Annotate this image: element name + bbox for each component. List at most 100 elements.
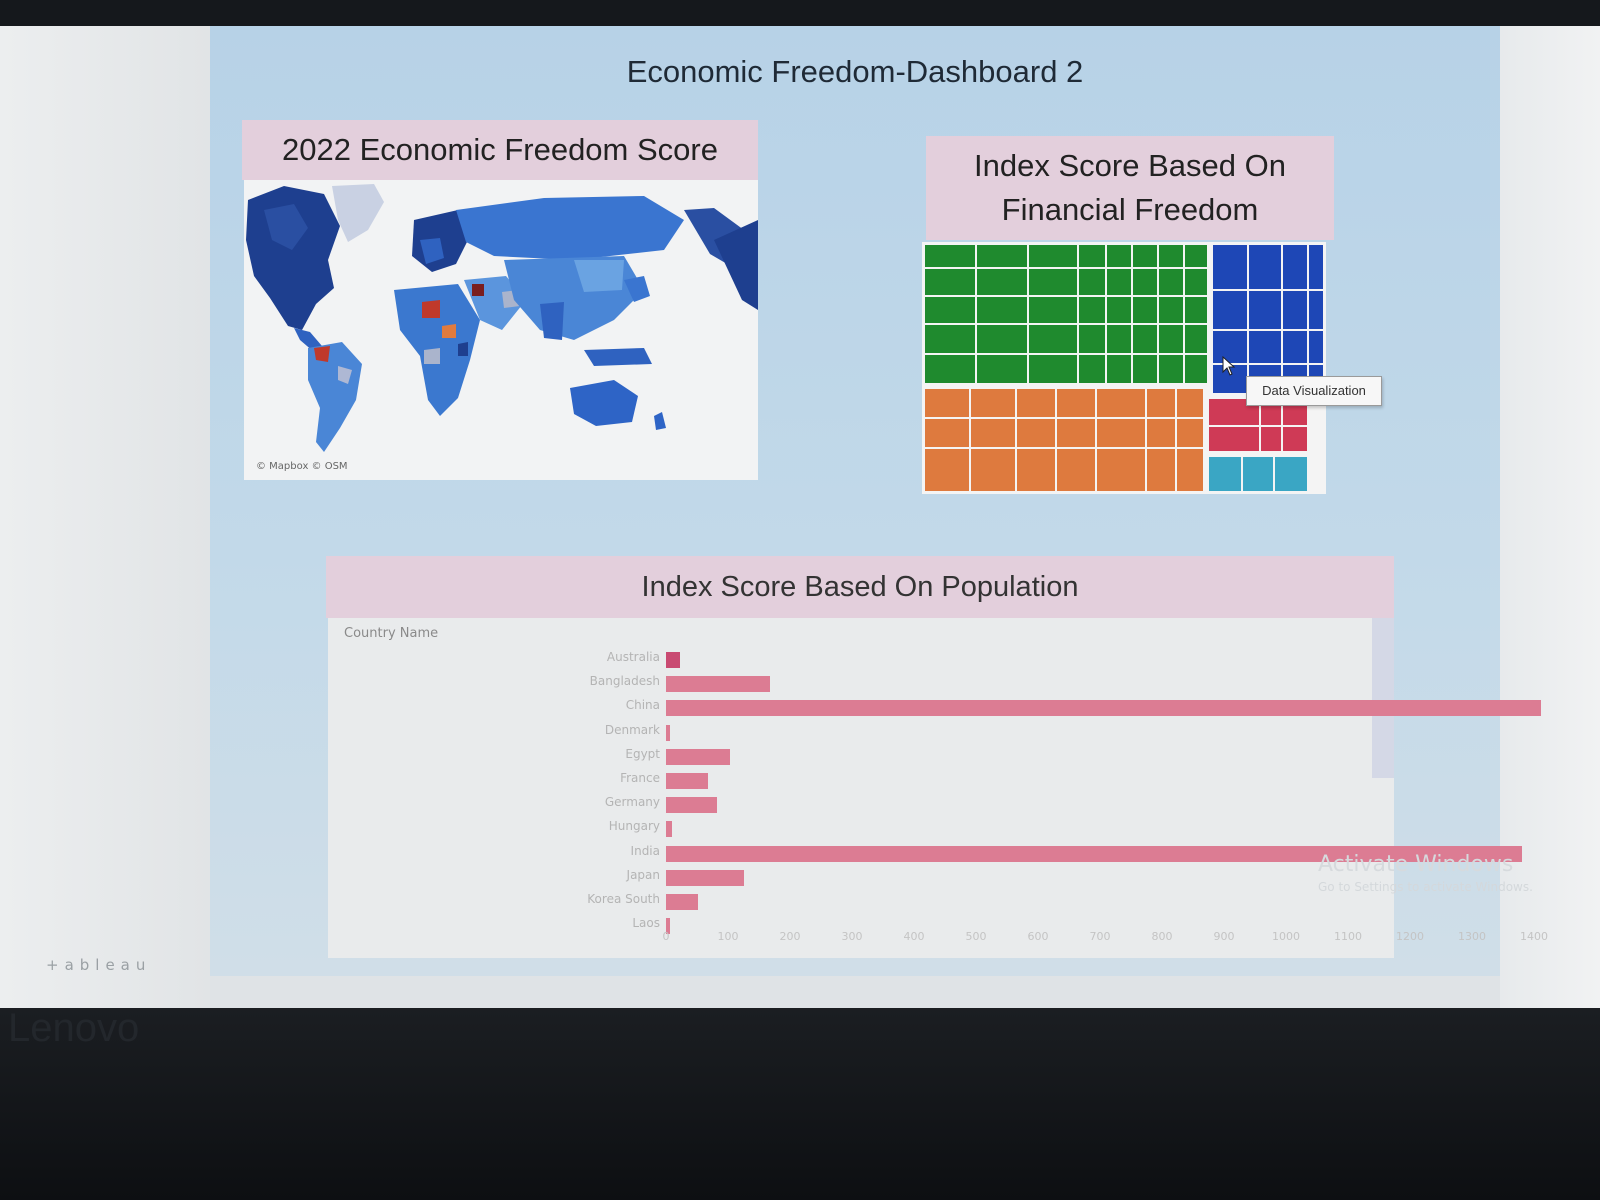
treemap-cell-green[interactable] — [1027, 295, 1079, 325]
treemap-cell-orange[interactable] — [1055, 417, 1097, 449]
treemap-tooltip: Data Visualization — [1246, 376, 1382, 406]
treemap-cell-blue[interactable] — [1281, 329, 1309, 365]
map-credit: © Mapbox © OSM — [256, 461, 348, 472]
treemap-cell-green[interactable] — [1131, 323, 1159, 355]
treemap-cell-green[interactable] — [1027, 323, 1079, 355]
treemap-cell-green[interactable] — [1183, 295, 1209, 325]
treemap-cell-orange[interactable] — [969, 447, 1017, 493]
treemap-cell-orange[interactable] — [1015, 417, 1057, 449]
treemap-cell-green[interactable] — [1077, 243, 1107, 269]
x-axis-tick-label: 100 — [717, 930, 739, 943]
treemap-cell-red[interactable] — [1207, 425, 1261, 453]
treemap-cell-orange[interactable] — [1095, 417, 1147, 449]
treemap-cell-blue[interactable] — [1211, 243, 1249, 291]
treemap-cell-green[interactable] — [1105, 243, 1133, 269]
treemap-cell-red[interactable] — [1281, 425, 1309, 453]
treemap-cell-green[interactable] — [975, 243, 1029, 269]
treemap-cell-green[interactable] — [1157, 295, 1185, 325]
treemap-cell-green[interactable] — [1027, 243, 1079, 269]
population-bar[interactable] — [666, 773, 709, 789]
treemap-cell-teal[interactable] — [1273, 455, 1309, 493]
treemap-cell-green[interactable] — [975, 323, 1029, 355]
treemap-cell-green[interactable] — [1131, 353, 1159, 385]
treemap-cell-orange[interactable] — [1055, 447, 1097, 493]
treemap-cell-blue[interactable] — [1247, 329, 1283, 365]
treemap-cell-blue[interactable] — [1281, 243, 1309, 291]
treemap-cell-green[interactable] — [975, 267, 1029, 297]
treemap-cell-orange[interactable] — [1175, 387, 1205, 419]
treemap-cell-orange[interactable] — [1145, 387, 1177, 419]
treemap-cell-orange[interactable] — [1055, 387, 1097, 419]
treemap-cell-green[interactable] — [1131, 243, 1159, 269]
world-map-svg — [244, 180, 758, 480]
treemap-cell-orange[interactable] — [923, 447, 971, 493]
treemap-cell-orange[interactable] — [1095, 447, 1147, 493]
treemap-cell-blue[interactable] — [1307, 289, 1325, 331]
laptop-bottom-bezel — [0, 1008, 1600, 1200]
treemap-cell-blue[interactable] — [1307, 329, 1325, 365]
monitor-top-bezel — [0, 0, 1600, 26]
treemap-cell-blue[interactable] — [1247, 289, 1283, 331]
population-bar-chart[interactable]: Country Name Australia Bangladesh China Den… — [328, 618, 1548, 958]
treemap-cell-green[interactable] — [1077, 353, 1107, 385]
treemap-cell-blue[interactable] — [1211, 289, 1249, 331]
treemap-cell-green[interactable] — [1105, 353, 1133, 385]
treemap-cell-green[interactable] — [1157, 353, 1185, 385]
treemap-cell-orange[interactable] — [969, 387, 1017, 419]
treemap-cell-blue[interactable] — [1307, 243, 1325, 291]
treemap-cell-blue[interactable] — [1281, 289, 1309, 331]
population-bar[interactable] — [666, 748, 731, 765]
population-bar[interactable] — [666, 869, 745, 886]
treemap-cell-green[interactable] — [1077, 323, 1107, 355]
treemap-cell-green[interactable] — [1157, 267, 1185, 297]
treemap-cell-orange[interactable] — [1175, 417, 1205, 449]
treemap-cell-green[interactable] — [1183, 243, 1209, 269]
population-bar[interactable] — [666, 652, 681, 668]
treemap-cell-orange[interactable] — [1015, 387, 1057, 419]
treemap-cell-orange[interactable] — [1145, 417, 1177, 449]
treemap-cell-green[interactable] — [1157, 323, 1185, 355]
treemap-cell-green[interactable] — [923, 353, 977, 385]
treemap-cell-green[interactable] — [1027, 267, 1079, 297]
treemap-cell-green[interactable] — [923, 243, 977, 269]
treemap-cell-green[interactable] — [1131, 267, 1159, 297]
population-bar[interactable] — [666, 845, 1522, 862]
treemap-cell-red[interactable] — [1259, 425, 1283, 453]
treemap-cell-green[interactable] — [923, 323, 977, 355]
treemap-cell-orange[interactable] — [1145, 447, 1177, 493]
treemap-cell-green[interactable] — [1157, 243, 1185, 269]
population-bar[interactable] — [666, 821, 673, 838]
financial-freedom-treemap[interactable] — [922, 242, 1326, 494]
treemap-cell-green[interactable] — [1105, 295, 1133, 325]
population-bar[interactable] — [666, 797, 718, 814]
treemap-cell-blue[interactable] — [1247, 243, 1283, 291]
treemap-cell-green[interactable] — [923, 267, 977, 297]
population-bar[interactable] — [666, 700, 1542, 717]
treemap-cell-green[interactable] — [923, 295, 977, 325]
treemap-cell-teal[interactable] — [1207, 455, 1243, 493]
treemap-cell-green[interactable] — [1027, 353, 1079, 385]
treemap-cell-orange[interactable] — [923, 387, 971, 419]
treemap-cell-orange[interactable] — [1015, 447, 1057, 493]
treemap-cell-orange[interactable] — [969, 417, 1017, 449]
population-bar[interactable] — [666, 918, 671, 935]
treemap-cell-orange[interactable] — [923, 417, 971, 449]
treemap-cell-green[interactable] — [975, 295, 1029, 325]
population-bar[interactable] — [666, 894, 699, 910]
treemap-cell-green[interactable] — [975, 353, 1029, 385]
treemap-cell-green[interactable] — [1183, 267, 1209, 297]
treemap-cell-green[interactable] — [1105, 267, 1133, 297]
treemap-cell-green[interactable] — [1183, 323, 1209, 355]
treemap-cell-teal[interactable] — [1241, 455, 1275, 493]
world-map[interactable]: © Mapbox © OSM — [244, 180, 758, 480]
country-label: Egypt — [625, 746, 660, 761]
treemap-cell-green[interactable] — [1077, 267, 1107, 297]
treemap-cell-orange[interactable] — [1175, 447, 1205, 493]
treemap-cell-orange[interactable] — [1095, 387, 1147, 419]
population-bar[interactable] — [666, 676, 770, 693]
population-bar[interactable] — [666, 724, 670, 741]
treemap-cell-green[interactable] — [1105, 323, 1133, 355]
treemap-cell-green[interactable] — [1131, 295, 1159, 325]
treemap-cell-green[interactable] — [1183, 353, 1209, 385]
treemap-cell-green[interactable] — [1077, 295, 1107, 325]
